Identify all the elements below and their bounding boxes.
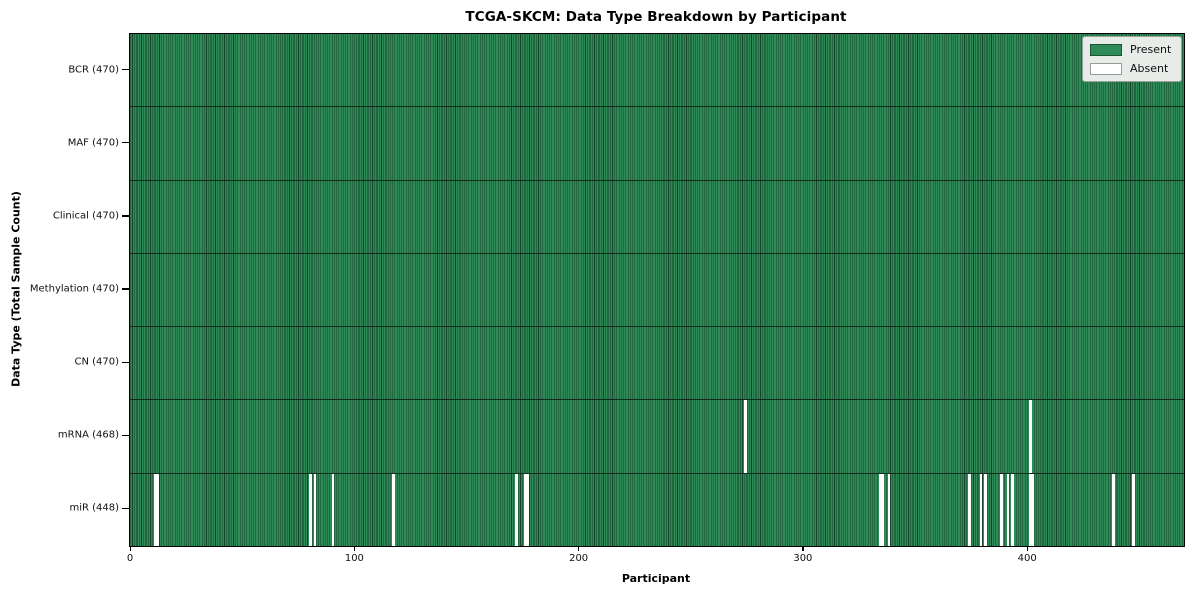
- absent-stripe: [984, 473, 987, 546]
- absent-stripe: [999, 473, 1003, 546]
- absent-stripe: [1006, 473, 1010, 546]
- absent-stripe: [744, 400, 747, 473]
- legend-swatch: [1090, 43, 1122, 56]
- absent-stripe: [1029, 473, 1032, 546]
- y-tick-mark: [122, 507, 129, 510]
- absent-stripe: [1011, 473, 1014, 546]
- x-tick-mark: [802, 546, 804, 551]
- absent-stripe: [1029, 400, 1032, 473]
- absent-stripe: [968, 473, 972, 546]
- absent-stripe: [526, 473, 530, 546]
- x-tick-mark: [578, 546, 580, 551]
- y-tick-label: CN (470): [74, 356, 119, 368]
- legend-label: Present: [1130, 43, 1172, 56]
- y-tick-label: mRNA (468): [57, 429, 119, 441]
- heatmap-row: [130, 106, 1184, 180]
- absent-stripe: [309, 473, 312, 546]
- y-tick-label: MAF (470): [67, 137, 119, 149]
- y-tick-mark: [122, 142, 129, 144]
- x-tick-label: 100: [344, 553, 364, 564]
- absent-stripe: [1111, 473, 1115, 546]
- absent-stripe: [524, 473, 528, 546]
- absent-stripe: [392, 473, 395, 546]
- x-tick-mark: [129, 546, 131, 551]
- x-tick-label: 400: [1017, 553, 1037, 564]
- heatmap-row: [130, 252, 1184, 327]
- heatmap-row: [130, 179, 1184, 253]
- y-tick-mark: [122, 215, 129, 217]
- legend-entry: Present: [1090, 43, 1171, 56]
- x-axis-label: Participant: [621, 572, 691, 585]
- absent-stripe: [1031, 473, 1034, 546]
- x-tick-label: 300: [793, 553, 813, 564]
- absent-stripe: [881, 473, 884, 546]
- chart-title: TCGA-SKCM: Data Type Breakdown by Partic…: [465, 9, 847, 25]
- y-tick-label: Methylation (470): [29, 283, 119, 295]
- heatmap-row: [130, 399, 1184, 473]
- x-tick-mark: [1026, 546, 1028, 551]
- absent-stripe: [1132, 473, 1135, 546]
- absent-stripe: [154, 473, 158, 546]
- y-tick-mark: [122, 68, 129, 71]
- y-tick-label: Clinical (470): [52, 210, 119, 222]
- legend-entry: Absent: [1090, 62, 1171, 75]
- legend-swatch: [1090, 62, 1122, 75]
- absent-stripe: [887, 473, 891, 546]
- y-tick-label: BCR (470): [68, 64, 119, 76]
- legend-label: Absent: [1130, 62, 1169, 75]
- absent-stripe: [313, 473, 317, 546]
- y-tick-mark: [122, 361, 129, 363]
- legend: Present Absent: [1082, 36, 1183, 82]
- heatmap-row: [130, 326, 1184, 400]
- y-tick-label: miR (448): [69, 502, 119, 514]
- absent-stripe: [331, 473, 335, 546]
- y-tick-mark: [122, 434, 129, 436]
- heatmap-row: [130, 34, 1184, 107]
- x-tick-label: 0: [126, 553, 134, 564]
- y-tick-mark: [122, 288, 129, 290]
- x-tick-label: 200: [569, 553, 589, 564]
- heatmap-row: [130, 472, 1184, 546]
- absent-stripe: [515, 473, 519, 546]
- absent-stripe: [979, 473, 983, 546]
- absent-stripe: [878, 473, 882, 546]
- x-tick-mark: [353, 546, 356, 551]
- plot-area: [129, 33, 1185, 547]
- absent-stripe: [156, 473, 160, 546]
